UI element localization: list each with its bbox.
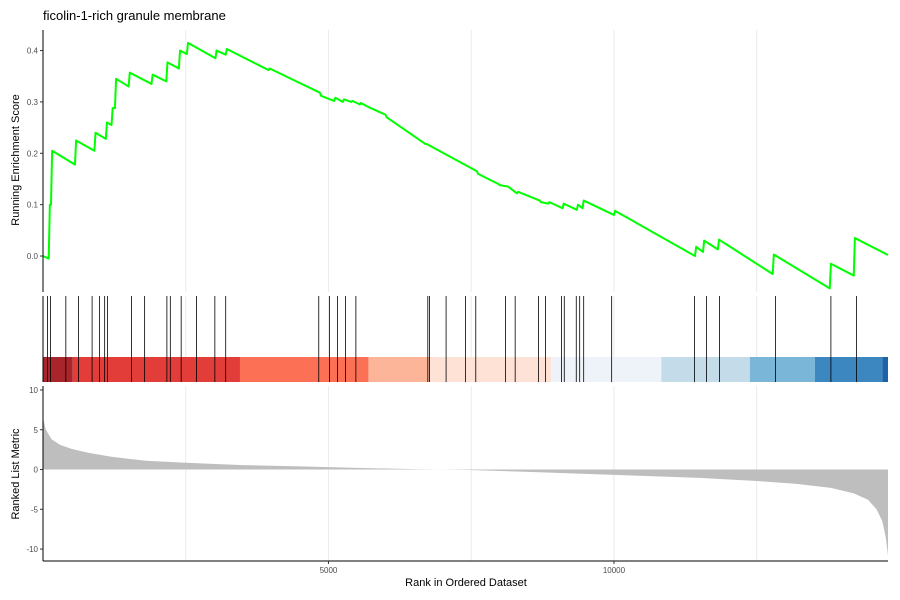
x-axis-label: Rank in Ordered Dataset [405, 577, 527, 589]
color-band [661, 357, 750, 382]
es-y-tick-label: 0.4 [27, 47, 39, 56]
color-band [749, 357, 815, 382]
es-y-tick-label: 0.0 [27, 252, 39, 261]
metric-y-tick-label: -5 [31, 505, 39, 514]
es-y-tick-label: 0.1 [27, 201, 39, 210]
color-band [430, 357, 552, 382]
metric-y-axis-label: Ranked List Metric [10, 428, 22, 520]
es-y-tick-label: 0.3 [27, 98, 39, 107]
gene-hit-markers [47, 296, 857, 382]
enrichment-y-axis-label: Running Enrichment Score [10, 94, 22, 225]
color-band [551, 357, 662, 382]
metric-y-tick-label: 5 [34, 426, 39, 435]
axes: 0.0 0.1 0.2 0.3 0.4 10 5 0 -5 -10 5000 10000 [26, 30, 888, 575]
color-band [368, 357, 431, 382]
grid-layer [185, 30, 758, 561]
color-band [814, 357, 883, 382]
metric-y-tick-label: 10 [29, 386, 38, 395]
enrichment-score-line [42, 41, 889, 290]
metric-y-tick-label: 0 [34, 466, 39, 475]
x-tick-label: 5000 [320, 566, 338, 575]
enrichment-panel [42, 41, 889, 290]
metric-y-tick-label: -10 [26, 545, 38, 554]
color-band [882, 357, 888, 382]
color-band [239, 357, 369, 382]
ranked-metric-panel [43, 417, 888, 556]
metric-area [43, 417, 888, 556]
chart-title: ficolin-1-rich granule membrane [43, 8, 226, 23]
color-band [72, 357, 240, 382]
es-y-tick-label: 0.2 [27, 149, 39, 158]
x-tick-label: 10000 [603, 566, 626, 575]
color-bands [43, 357, 888, 382]
